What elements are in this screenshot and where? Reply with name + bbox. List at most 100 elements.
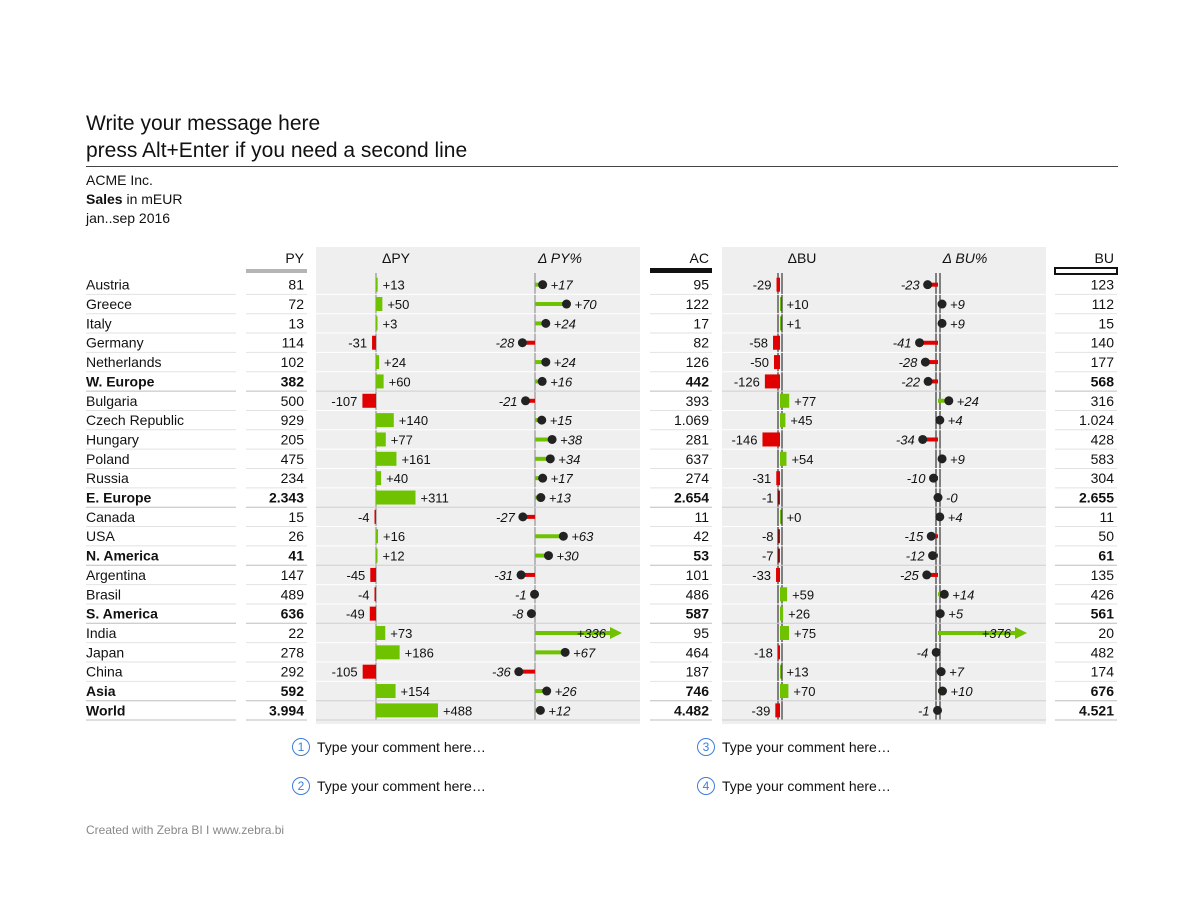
comment-3[interactable]: 3 Type your comment here… <box>697 738 891 756</box>
dbu-label: +13 <box>787 665 809 680</box>
cell-bu: 140 <box>1091 335 1115 351</box>
table-row: Hungary 205 +77 +38 281 -146 -34 428 <box>86 431 1117 450</box>
cell-bu: 316 <box>1091 393 1115 409</box>
dbupct-label: +9 <box>950 452 965 467</box>
dpypct-dot <box>538 473 548 483</box>
cell-bu: 61 <box>1098 548 1114 564</box>
dbu-bar <box>764 374 780 389</box>
cell-py: 592 <box>281 683 305 699</box>
table-row: USA 26 +16 +63 42 -8 -15 50 <box>86 528 1117 547</box>
row-name: India <box>86 625 117 641</box>
dbu-bar <box>778 548 780 563</box>
bu-scenario-marker <box>1054 267 1118 275</box>
dpy-label: +12 <box>383 549 405 564</box>
dpypct-label: +26 <box>555 684 578 699</box>
table-row: W. Europe 382 +60 +16 442 -126 -22 568 <box>86 373 1117 392</box>
cell-ac: 4.482 <box>674 702 709 718</box>
dpypct-dot <box>541 357 551 367</box>
dpy-bar <box>376 703 438 718</box>
table-row: Greece 72 +50 +70 122 +10 +9 112 <box>86 296 1117 315</box>
table-row: Japan 278 +186 +67 464 -18 -4 482 <box>86 644 1117 663</box>
table-row: Austria 81 +13 +17 95 -29 -23 123 <box>86 277 1117 295</box>
dbupct-label: +14 <box>952 587 974 602</box>
cell-bu: 123 <box>1091 277 1115 293</box>
cell-bu: 583 <box>1091 451 1115 467</box>
dbupct-arrow <box>1015 626 1027 639</box>
row-name: Japan <box>86 644 124 660</box>
dbupct-dot <box>920 357 930 367</box>
dpy-bar <box>376 645 400 660</box>
column-header-0: PY <box>285 250 304 266</box>
dpypct-dot <box>517 338 527 348</box>
dbupct-label: -28 <box>899 355 919 370</box>
row-name: Hungary <box>86 431 139 447</box>
dpypct-label: -8 <box>512 607 524 622</box>
dpypct-dot <box>558 531 568 541</box>
table-row: Germany 114 -31 -28 82 -58 -41 140 <box>86 335 1117 353</box>
dbupct-dot <box>944 396 954 406</box>
dbu-bar <box>780 451 787 466</box>
dbu-bar <box>778 490 780 505</box>
dbupct-label: +10 <box>951 684 974 699</box>
dpypct-label: +15 <box>550 413 573 428</box>
dpypct-label: +38 <box>560 432 583 447</box>
dpy-label: +140 <box>399 413 428 428</box>
table-row: Russia 234 +40 +17 274 -31 -10 304 <box>86 470 1117 489</box>
dbu-label: +75 <box>794 626 816 641</box>
dpypct-dot <box>526 609 536 619</box>
row-name: Canada <box>86 509 135 525</box>
cell-ac: 11 <box>694 509 709 525</box>
footer-credit[interactable]: Created with Zebra BI I www.zebra.bi <box>86 823 285 837</box>
measure-name: Sales <box>86 191 123 207</box>
dpy-bar <box>376 432 386 447</box>
background-layer <box>316 247 1046 725</box>
comment-1[interactable]: 1 Type your comment here… <box>292 738 486 756</box>
table-row: Netherlands 102 +24 +24 126 -50 -28 177 <box>86 354 1117 373</box>
ac-scenario-marker <box>650 268 712 273</box>
dpy-label: -4 <box>358 587 370 602</box>
dbu-label: -31 <box>752 471 771 486</box>
dbupct-label: -1 <box>918 703 930 718</box>
dbupct-label: -23 <box>901 278 921 293</box>
dpy-bar <box>376 451 397 466</box>
dpy-label: +60 <box>389 374 411 389</box>
dbupct-dot <box>937 299 947 309</box>
dbu-bar <box>762 432 780 447</box>
cell-py: 489 <box>281 586 305 602</box>
comment-4[interactable]: 4 Type your comment here… <box>697 777 891 795</box>
table-row: S. America 636 -49 -8 587 +26 +5 561 <box>86 606 1117 624</box>
table-row: E. Europe 2.343 +311 +13 2.654 -1 -0 2.655 <box>86 490 1117 508</box>
dbu-label: -8 <box>762 529 774 544</box>
dbu-label: -33 <box>752 568 771 583</box>
dbu-label: -146 <box>731 432 757 447</box>
row-name: N. America <box>86 548 159 564</box>
dbu-label: +1 <box>787 316 802 331</box>
comment-2[interactable]: 2 Type your comment here… <box>292 777 486 795</box>
cell-py: 3.994 <box>269 702 304 718</box>
dbupct-dot <box>929 473 938 483</box>
row-name: Russia <box>86 470 129 486</box>
cell-py: 292 <box>281 664 305 680</box>
cell-ac: 1.069 <box>674 412 709 428</box>
dbu-label: +45 <box>790 413 812 428</box>
cell-py: 382 <box>281 373 305 389</box>
dbu-bar <box>780 297 782 312</box>
dpy-bar <box>376 374 384 389</box>
dbupct-dot <box>923 376 933 386</box>
dpypct-label: +30 <box>557 549 580 564</box>
comment-number-3: 3 <box>697 738 715 756</box>
dbupct-label: +4 <box>948 510 963 525</box>
comment-number-2: 2 <box>292 777 310 795</box>
dpy-bar <box>376 413 394 428</box>
dpy-bar <box>374 509 376 524</box>
row-name: Netherlands <box>86 354 162 370</box>
company-name: ACME Inc. <box>86 172 153 188</box>
dbu-bar <box>776 471 780 486</box>
cell-bu: 112 <box>1092 296 1115 312</box>
cell-py: 929 <box>281 412 305 428</box>
panel-py-variance <box>316 247 640 725</box>
dpy-label: -45 <box>346 568 365 583</box>
cell-bu: 135 <box>1091 567 1115 583</box>
table-row: Brasil 489 -4 -1 486 +59 +14 426 <box>86 586 1117 605</box>
cell-ac: 486 <box>686 586 710 602</box>
